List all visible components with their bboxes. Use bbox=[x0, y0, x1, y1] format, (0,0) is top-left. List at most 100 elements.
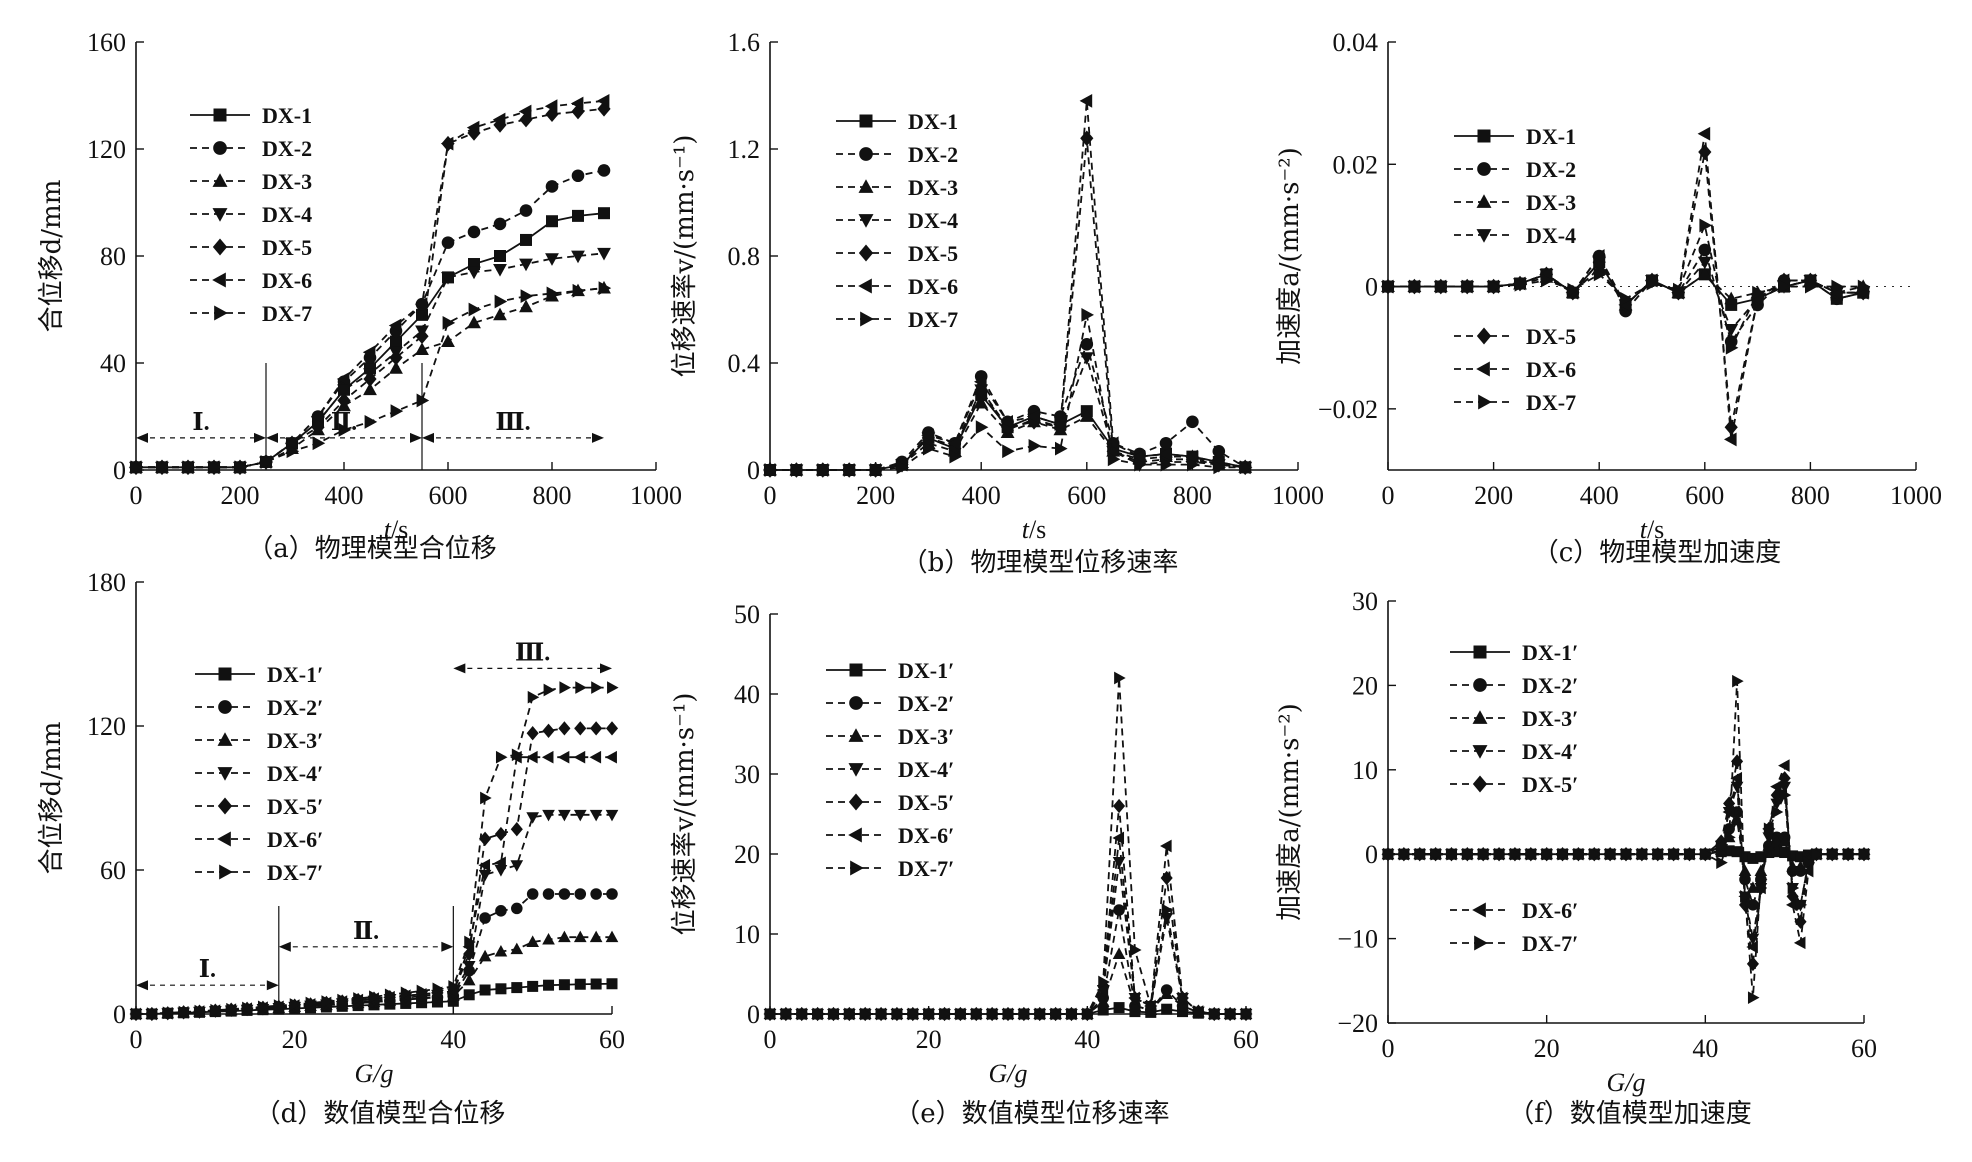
data-point bbox=[415, 342, 429, 356]
data-point bbox=[590, 888, 602, 900]
data-point bbox=[1786, 898, 1798, 912]
series-line bbox=[1388, 681, 1864, 998]
chart-panel-b: 0 200 400 600 800 1000 0 0.4 0.8 1.2 1.6 t/s 位移速率v/(… bbox=[670, 28, 1324, 578]
x-tick-label: 60 bbox=[599, 1025, 625, 1054]
data-point bbox=[416, 393, 430, 408]
data-point bbox=[780, 1007, 793, 1021]
data-point bbox=[955, 1007, 967, 1021]
data-point bbox=[1112, 831, 1125, 845]
data-point bbox=[1112, 947, 1126, 959]
legend-entry: DX-1 bbox=[1454, 124, 1576, 149]
legend-entry: DX-6 bbox=[190, 268, 312, 293]
legend-entry: DX-3′ bbox=[1450, 706, 1578, 731]
data-point bbox=[1779, 847, 1791, 859]
legend-entry: DX-1′ bbox=[195, 662, 323, 687]
data-point bbox=[479, 984, 491, 996]
data-point bbox=[1859, 847, 1871, 861]
legend-entry: DX-6′ bbox=[195, 827, 323, 852]
data-point bbox=[416, 308, 428, 321]
panel-caption: （f）数值模型加速度 bbox=[1508, 1099, 1752, 1129]
data-point bbox=[510, 860, 524, 872]
panel-caption: （a）物理模型合位移 bbox=[247, 534, 497, 564]
data-point bbox=[589, 930, 603, 943]
series-DX-5′ bbox=[1381, 754, 1871, 972]
chart-panel-c: 0 200 400 600 800 1000 −0.02 0 0.02 0.04 t/s 加速度a/(… bbox=[1275, 28, 1942, 568]
data-point bbox=[1827, 847, 1839, 861]
legend-entry: DX-6 bbox=[1454, 357, 1576, 382]
data-point bbox=[1430, 847, 1443, 861]
data-point bbox=[1593, 267, 1607, 282]
data-point bbox=[542, 723, 555, 738]
data-point bbox=[1747, 991, 1760, 1005]
legend-label: DX-6 bbox=[908, 274, 958, 299]
x-tick-label: 0 bbox=[764, 1025, 777, 1054]
data-point bbox=[1003, 1007, 1015, 1021]
data-point bbox=[1079, 409, 1094, 422]
data-point bbox=[208, 460, 222, 475]
data-point bbox=[1098, 975, 1110, 989]
data-point bbox=[1730, 771, 1743, 785]
legend-entry: DX-2′ bbox=[826, 691, 954, 716]
data-point bbox=[289, 998, 302, 1011]
data-point bbox=[1697, 267, 1712, 280]
y-tick-label: −10 bbox=[1337, 925, 1378, 954]
data-point bbox=[156, 460, 170, 475]
legend-entry: DX-1′ bbox=[826, 658, 954, 683]
data-point bbox=[182, 460, 196, 475]
data-point bbox=[939, 1007, 952, 1021]
data-point bbox=[1000, 414, 1013, 429]
data-point bbox=[1746, 940, 1758, 954]
x-tick-label: 400 bbox=[962, 481, 1001, 510]
legend-marker bbox=[1476, 229, 1492, 243]
data-point bbox=[1018, 1007, 1031, 1021]
data-point bbox=[520, 289, 534, 304]
data-point bbox=[1160, 913, 1173, 925]
data-point bbox=[1212, 444, 1226, 458]
data-point bbox=[1567, 282, 1580, 297]
data-point bbox=[384, 988, 397, 1002]
data-point bbox=[519, 204, 533, 217]
x-tick-label: 800 bbox=[1173, 481, 1212, 510]
data-point bbox=[1113, 1002, 1125, 1014]
x-tick-label: 0 bbox=[130, 1025, 143, 1054]
y-tick-label: 180 bbox=[87, 568, 126, 597]
legend-entry: DX-4 bbox=[1454, 223, 1576, 248]
data-point bbox=[1027, 414, 1041, 430]
data-point bbox=[1740, 890, 1752, 903]
data-point bbox=[1795, 851, 1807, 863]
data-point bbox=[590, 721, 603, 736]
data-point bbox=[495, 905, 507, 917]
panel-caption: （c）物理模型加速度 bbox=[1533, 538, 1782, 568]
data-point bbox=[1620, 291, 1633, 306]
legend-label: DX-3 bbox=[1526, 190, 1576, 215]
data-point bbox=[1698, 243, 1712, 257]
data-point bbox=[546, 286, 560, 301]
legend-label: DX-1 bbox=[262, 103, 312, 128]
legend-label: DX-2′ bbox=[267, 695, 323, 720]
legend-marker bbox=[848, 763, 864, 777]
data-point bbox=[312, 436, 326, 451]
data-point bbox=[1129, 943, 1142, 957]
stage-label: Ⅰ. bbox=[199, 957, 216, 983]
x-tick-label: 1000 bbox=[630, 481, 682, 510]
data-point bbox=[1724, 323, 1739, 337]
x-tick-label: 40 bbox=[1692, 1034, 1718, 1063]
data-point bbox=[1747, 899, 1759, 911]
x-tick-label: 600 bbox=[1067, 481, 1106, 510]
data-point bbox=[146, 1007, 159, 1020]
x-tick-label: 60 bbox=[1233, 1025, 1259, 1054]
legend-entry: DX-4′ bbox=[826, 757, 954, 782]
data-point bbox=[544, 99, 558, 114]
data-point bbox=[1435, 279, 1448, 294]
data-point bbox=[1034, 1007, 1047, 1021]
legend-label: DX-1′ bbox=[898, 658, 954, 683]
data-point bbox=[1239, 460, 1253, 475]
data-point bbox=[338, 422, 352, 437]
y-tick-label: 40 bbox=[734, 680, 760, 709]
x-axis-label: t/s bbox=[1022, 515, 1047, 544]
data-point bbox=[596, 93, 610, 108]
data-point bbox=[987, 1007, 999, 1021]
data-point bbox=[949, 449, 962, 464]
legend-label: DX-4′ bbox=[898, 757, 954, 782]
data-point bbox=[1494, 847, 1506, 861]
